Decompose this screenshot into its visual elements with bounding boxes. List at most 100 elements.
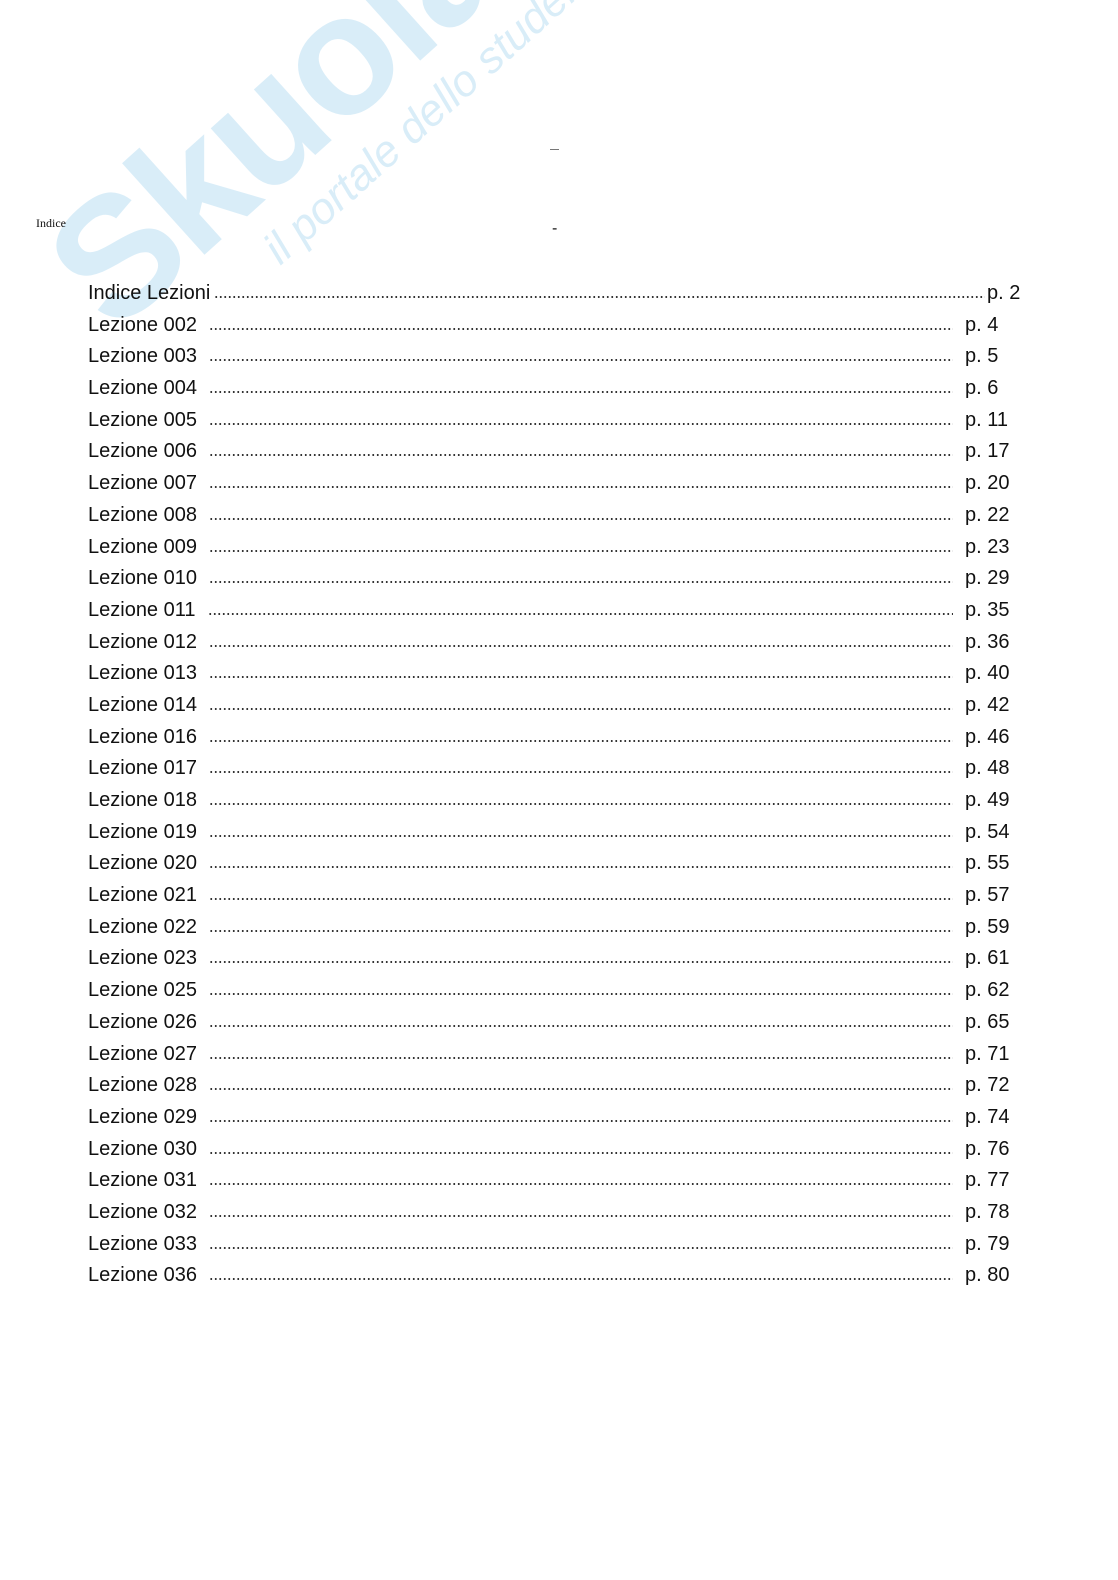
- toc-row: Lezione 014 p. 42: [88, 694, 1023, 726]
- toc-page: p. 11: [965, 408, 1008, 431]
- dot-leader: [208, 1055, 953, 1060]
- toc-title: Lezione 026: [88, 1010, 197, 1033]
- toc-row: Lezione 028 p. 72: [88, 1074, 1023, 1106]
- dot-leader: [208, 1087, 953, 1092]
- toc-page: p. 17: [965, 440, 1010, 463]
- dot-leader: [214, 295, 985, 299]
- toc-row: Lezione 016 p. 46: [88, 726, 1023, 758]
- toc-page: p. 20: [965, 472, 1010, 495]
- toc-page: p. 62: [965, 979, 1010, 1002]
- toc-page: p. 65: [965, 1010, 1010, 1033]
- toc-title: Lezione 011: [88, 598, 196, 621]
- dot-leader: [208, 738, 953, 743]
- toc-page: p. 59: [965, 915, 1010, 938]
- toc-page: p. 71: [965, 1042, 1010, 1065]
- toc-row: Lezione 005 p. 11: [88, 409, 1023, 441]
- toc-page: p. 80: [965, 1264, 1010, 1287]
- dot-leader: [208, 1150, 953, 1155]
- toc-page: p. 4: [965, 313, 999, 336]
- toc-title: Lezione 009: [88, 535, 197, 558]
- toc-row: Lezione 030 p. 76: [88, 1138, 1023, 1170]
- dot-leader: [208, 485, 953, 490]
- watermark-tagline: il portale dello studente: [254, 0, 624, 274]
- toc-page: p. 54: [965, 820, 1010, 843]
- toc-row: Lezione 029 p. 74: [88, 1106, 1023, 1138]
- toc-title: Lezione 017: [88, 757, 197, 780]
- dot-leader: [208, 580, 953, 585]
- toc-page: p. 29: [965, 567, 1010, 590]
- dot-leader: [208, 643, 953, 648]
- toc-page: p. 6: [965, 377, 999, 400]
- toc-title: Lezione 019: [88, 820, 197, 843]
- toc-title: Lezione 032: [88, 1200, 197, 1223]
- toc-row: Lezione 007 p. 20: [88, 472, 1023, 504]
- toc-row: Lezione 002 p. 4: [88, 314, 1023, 346]
- toc-title: Lezione 036: [88, 1264, 197, 1287]
- toc-row: Lezione 013 p. 40: [88, 662, 1023, 694]
- dot-leader: [208, 1245, 953, 1250]
- toc-row: Lezione 032 p. 78: [88, 1201, 1023, 1233]
- toc-page: p. 2: [987, 282, 1021, 304]
- toc-title: Lezione 010: [88, 567, 197, 590]
- toc-title: Lezione 021: [88, 884, 197, 907]
- dot-leader: [208, 453, 953, 458]
- dot-leader: [208, 770, 953, 775]
- toc-page: p. 72: [965, 1074, 1010, 1097]
- toc-title: Lezione 006: [88, 440, 197, 463]
- toc-row: Lezione 023 p. 61: [88, 947, 1023, 979]
- dot-leader: [208, 326, 953, 331]
- toc-title: Lezione 027: [88, 1042, 197, 1065]
- dot-leader: [208, 1023, 953, 1028]
- toc-row: Lezione 009 p. 23: [88, 536, 1023, 568]
- toc-page: p. 55: [965, 852, 1010, 875]
- dot-leader: [208, 928, 953, 933]
- toc-page: p. 40: [965, 662, 1010, 685]
- toc-title: Lezione 005: [88, 408, 197, 431]
- dot-leader: [208, 1118, 953, 1123]
- toc-title: Lezione 033: [88, 1232, 197, 1255]
- dot-leader: [208, 1213, 953, 1218]
- toc-page: p. 46: [965, 725, 1010, 748]
- dot-leader: [208, 897, 953, 902]
- toc-page: p. 57: [965, 884, 1010, 907]
- toc-row: Lezione 022 p. 59: [88, 916, 1023, 948]
- dot-leader: [208, 992, 953, 997]
- toc-row: Lezione 021 p. 57: [88, 884, 1023, 916]
- toc-title: Lezione 012: [88, 630, 197, 653]
- toc-page: p. 48: [965, 757, 1010, 780]
- toc-row: Lezione 026 p. 65: [88, 1011, 1023, 1043]
- toc-row: Lezione 008 p. 22: [88, 504, 1023, 536]
- dot-leader: [208, 1182, 953, 1187]
- dot-leader: [208, 1277, 953, 1282]
- toc-title: Lezione 020: [88, 852, 197, 875]
- toc-title: Lezione 025: [88, 979, 197, 1002]
- toc-row: Lezione 027 p. 71: [88, 1043, 1023, 1075]
- toc-title: Lezione 018: [88, 789, 197, 811]
- toc-page: p. 23: [965, 535, 1010, 558]
- toc-page: p. 78: [965, 1200, 1010, 1223]
- dot-leader: [208, 675, 953, 680]
- toc-row: Lezione 012 p. 36: [88, 631, 1023, 663]
- toc-title: Lezione 002: [88, 313, 197, 336]
- toc-row: Lezione 006 p. 17: [88, 440, 1023, 472]
- toc-page: p. 36: [965, 630, 1010, 653]
- toc-title: Lezione 029: [88, 1105, 197, 1128]
- header-dash: -: [552, 220, 558, 237]
- toc-title: Indice Lezioni: [88, 282, 211, 304]
- dot-leader: [208, 960, 953, 965]
- toc-row: Lezione 011 p. 35: [88, 599, 1023, 631]
- toc-row: Lezione 017 p. 48: [88, 757, 1023, 789]
- toc-title: Lezione 013: [88, 662, 197, 685]
- toc-page: p. 74: [965, 1105, 1010, 1128]
- toc-row: Indice Lezioni p. 2: [88, 282, 1023, 314]
- toc-page: p. 61: [965, 947, 1010, 970]
- dot-leader: [208, 548, 953, 553]
- toc-title: Lezione 008: [88, 503, 197, 526]
- toc-row: Lezione 010 p. 29: [88, 567, 1023, 599]
- toc-title: Lezione 003: [88, 345, 197, 368]
- toc-row: Lezione 033 p. 79: [88, 1233, 1023, 1265]
- toc-page: p. 77: [965, 1169, 1010, 1192]
- table-of-contents: Indice Lezioni p. 2 Lezione 002 p. 4 Lezione…: [88, 282, 1023, 1296]
- toc-row: Lezione 036 p. 80: [88, 1264, 1023, 1296]
